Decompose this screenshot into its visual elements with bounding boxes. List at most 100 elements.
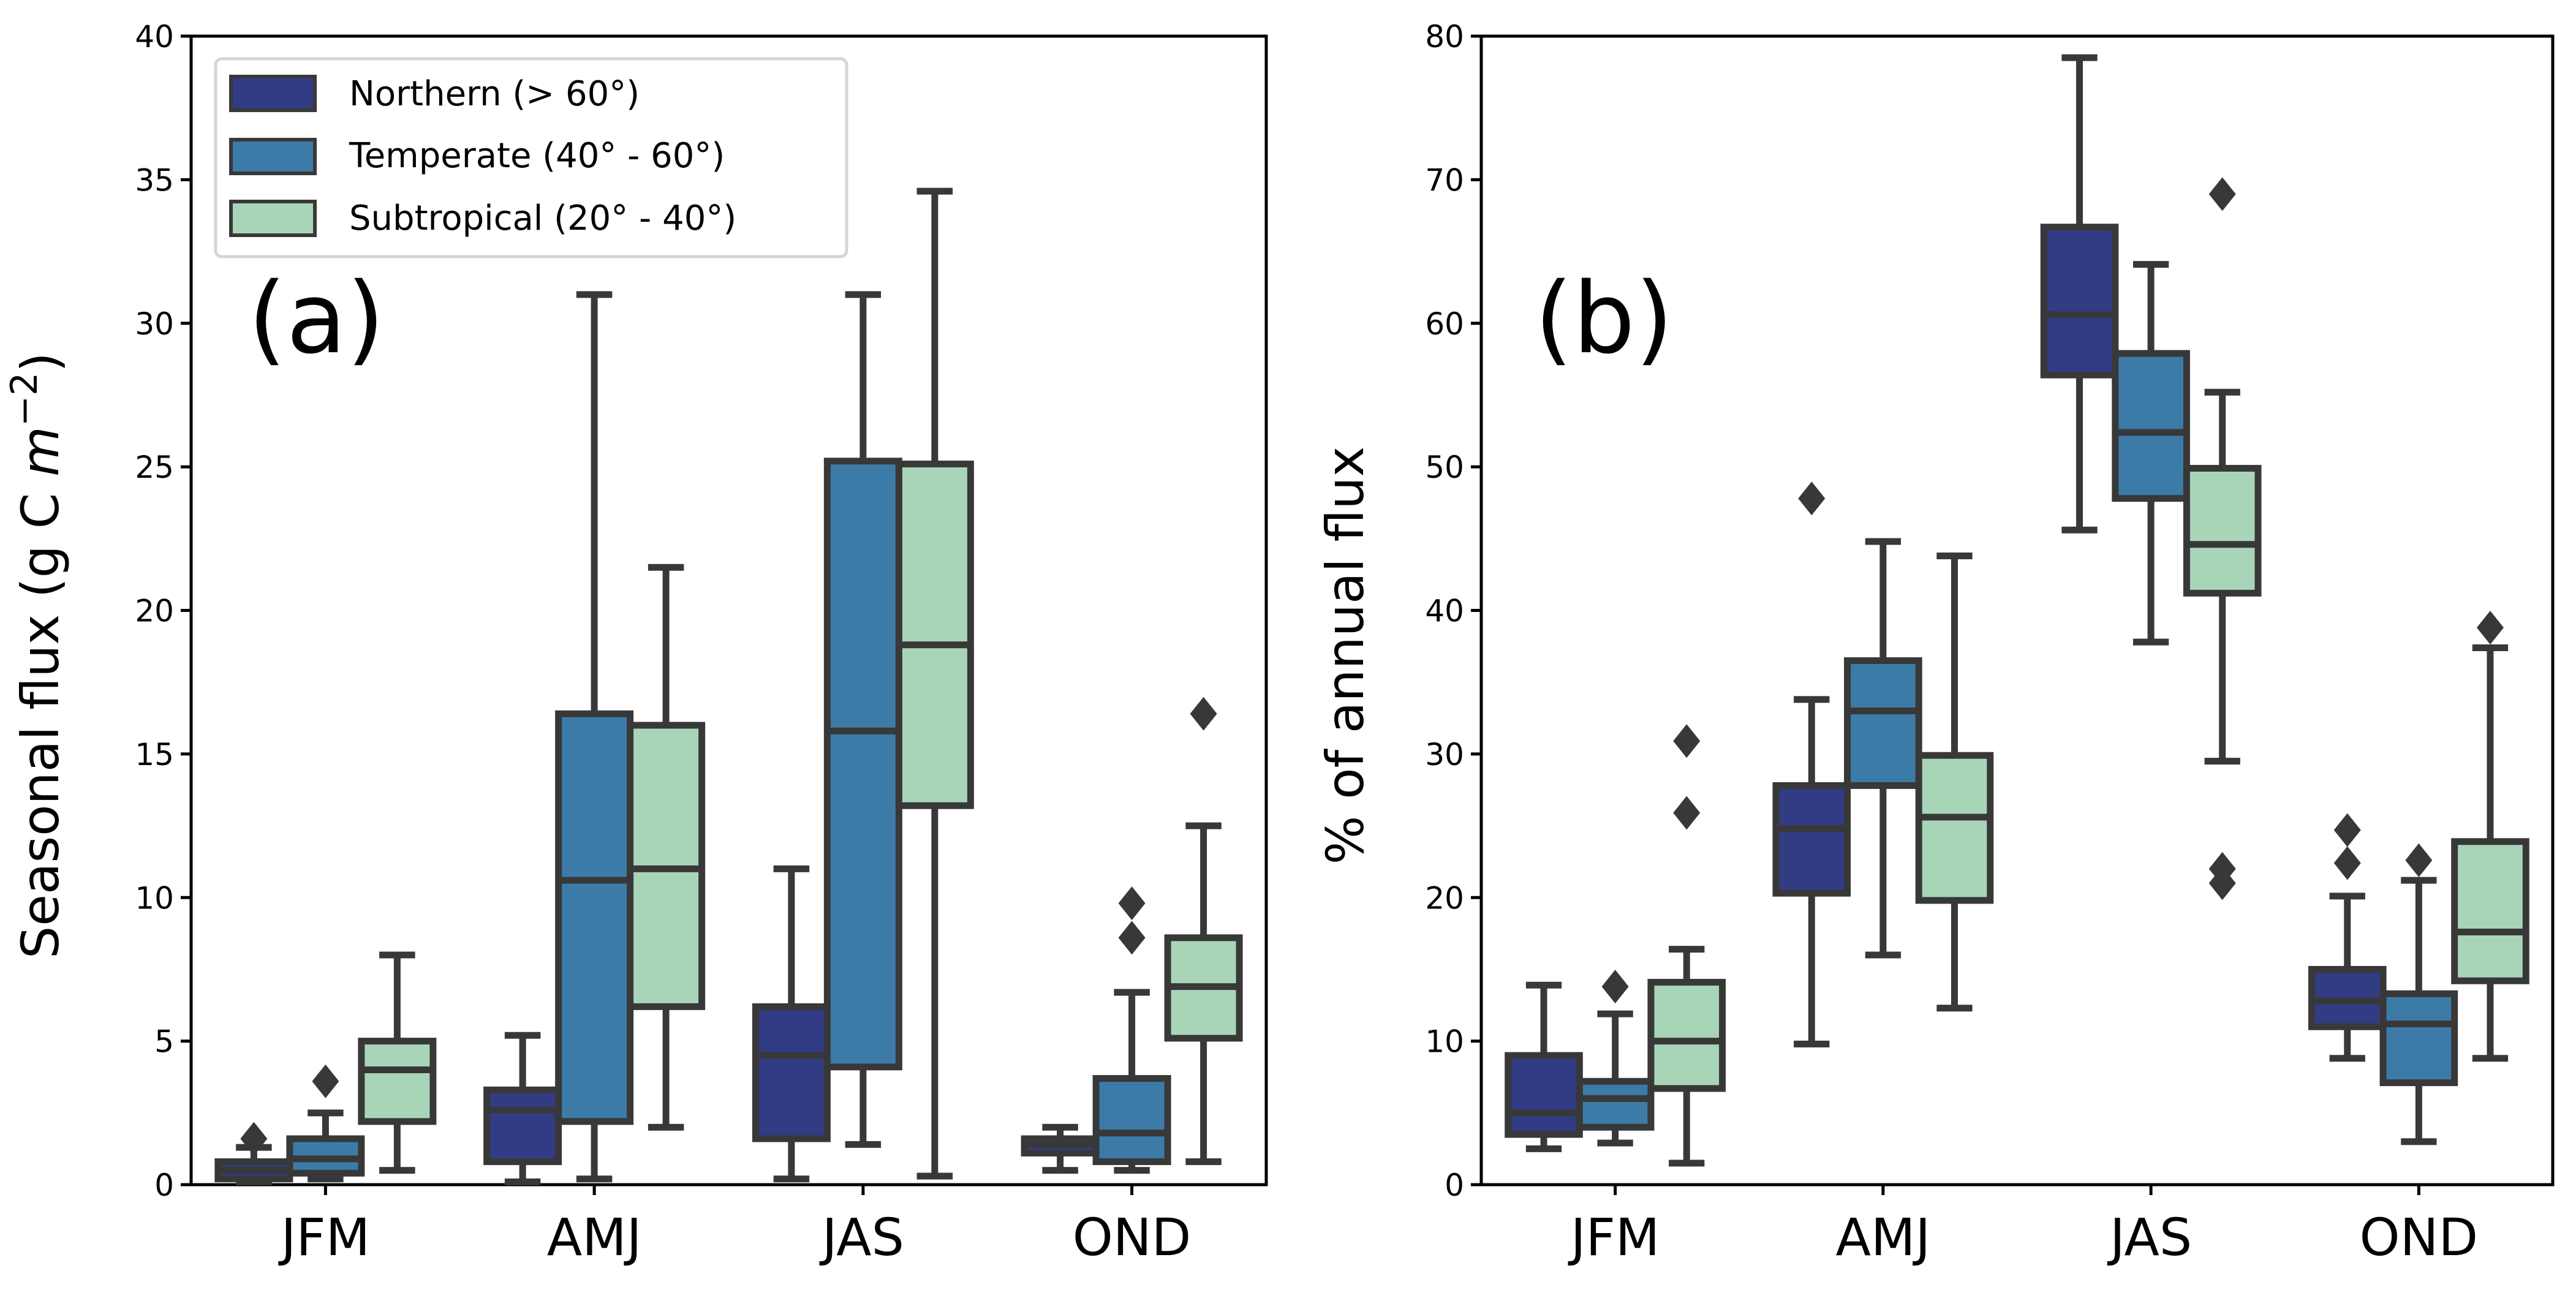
outlier-point [312, 1064, 339, 1098]
box-iqr [1092, 1075, 1171, 1165]
outlier-point [1190, 696, 1217, 731]
outlier-point [240, 1122, 268, 1156]
panel-b-plot-area: 0 10 20 30 40 50 60 70 80 JFM AMJ JAS OND [1425, 19, 2555, 1267]
x-tick-label-jas: JAS [819, 1207, 904, 1267]
box-b-ond-series1 [2379, 843, 2458, 1145]
outlier-point [1673, 724, 1701, 758]
legend-swatch-northern [229, 75, 317, 112]
box-iqr [895, 460, 974, 809]
y-tick-label: 10 [1425, 1024, 1464, 1060]
box-iqr [358, 1038, 437, 1125]
box-iqr [1772, 782, 1851, 897]
panel-b: 0 10 20 30 40 50 60 70 80 JFM AMJ JAS OND (b) % of a… [1315, 19, 2555, 1267]
legend-frame [214, 57, 848, 258]
x-tick-label-amj: AMJ [547, 1207, 642, 1267]
y-tick-label: 5 [154, 1024, 174, 1060]
y-tick-label: 15 [135, 737, 174, 772]
outlier-point [1601, 970, 1629, 1004]
box-iqr [2112, 350, 2190, 502]
box-b-amj-series2 [1915, 552, 1994, 1012]
x-tick-label-ond: OND [1073, 1207, 1192, 1267]
outlier-point [2208, 177, 2236, 211]
y-tick-label: 20 [1425, 880, 1464, 916]
legend: Northern (> 60°) Temperate (40° - 60°) S… [214, 57, 848, 258]
outlier-point [2333, 846, 2361, 880]
y-tick-label: 10 [135, 880, 174, 916]
y-tick-label: 0 [1445, 1168, 1464, 1203]
outlier-point [1798, 481, 1826, 516]
box-a-ond-series0 [1021, 1123, 1100, 1174]
box-b-jas-series1 [2112, 261, 2190, 646]
box-a-amj-series2 [627, 564, 706, 1131]
box-b-jas-series2 [2183, 177, 2262, 900]
box-a-jfm-series2 [358, 951, 437, 1174]
box-iqr [1576, 1077, 1655, 1131]
panel-b-ylabel: % of annual flux [1315, 447, 1375, 865]
box-iqr [1505, 1052, 1583, 1138]
box-b-amj-series0 [1772, 481, 1851, 1047]
box-iqr [1915, 752, 1994, 904]
x-tick-label-jfm: JFM [1568, 1207, 1660, 1267]
box-b-jfm-series2 [1647, 724, 1726, 1167]
box-a-jfm-series1 [286, 1064, 365, 1183]
box-iqr [752, 1003, 831, 1142]
box-iqr [2451, 838, 2529, 984]
y-tick-label: 70 [1425, 162, 1464, 198]
panel-a-label: (a) [248, 261, 385, 375]
y-tick-label: 35 [135, 162, 174, 198]
ylabel-close: ) [10, 352, 70, 372]
ylabel-superscript: −2 [3, 372, 46, 426]
y-tick-label: 25 [135, 450, 174, 485]
y-tick-label: 0 [154, 1168, 174, 1203]
y-tick-label: 20 [135, 594, 174, 629]
panel-b-label: (b) [1535, 261, 1673, 375]
x-tick-label-jfm: JFM [278, 1207, 371, 1267]
box-a-amj-series0 [483, 1032, 562, 1185]
legend-swatch-temperate [229, 138, 317, 175]
box-a-amj-series1 [555, 291, 634, 1183]
box-iqr [823, 458, 902, 1071]
y-tick-label: 40 [135, 19, 174, 55]
outlier-point [2333, 813, 2361, 847]
box-iqr [2379, 990, 2458, 1087]
x-tick-label-jas: JAS [2107, 1207, 2192, 1267]
legend-label-temperate: Temperate (40° - 60°) [349, 136, 725, 176]
box-iqr [1647, 979, 1726, 1092]
box-iqr [2183, 464, 2262, 597]
y-tick-label: 30 [135, 306, 174, 342]
box-a-jas-series2 [895, 187, 974, 1180]
box-b-ond-series0 [2308, 813, 2387, 1062]
x-tick-label-amj: AMJ [1836, 1207, 1931, 1267]
box-b-jfm-series1 [1576, 970, 1655, 1147]
outlier-point [1118, 886, 1146, 921]
box-a-ond-series2 [1164, 696, 1243, 1165]
outlier-point [1118, 921, 1146, 955]
box-b-jas-series0 [2040, 54, 2119, 534]
y-tick-label: 60 [1425, 306, 1464, 342]
outlier-point [2405, 843, 2433, 877]
box-a-jfm-series0 [214, 1122, 293, 1185]
box-a-jas-series1 [823, 291, 902, 1148]
box-b-ond-series2 [2451, 611, 2529, 1062]
box-a-ond-series1 [1092, 886, 1171, 1174]
outlier-point [2208, 851, 2236, 886]
box-b-jfm-series0 [1505, 981, 1583, 1152]
x-tick-label-ond: OND [2360, 1207, 2479, 1267]
y-tick-label: 50 [1425, 450, 1464, 485]
y-tick-label: 80 [1425, 19, 1464, 55]
box-iqr [1844, 657, 1922, 789]
panel-a-ylabel: Seasonal flux (g C m−2) [3, 352, 70, 959]
box-iqr [555, 710, 634, 1125]
y-tick-label: 30 [1425, 737, 1464, 772]
y-tick-label: 40 [1425, 594, 1464, 629]
panel-a-plot-area: 0 5 10 15 20 25 30 35 40 JFM AMJ JAS OND [135, 19, 1268, 1267]
legend-label-subtropical: Subtropical (20° - 40°) [349, 198, 736, 238]
legend-label-northern: Northern (> 60°) [349, 74, 640, 114]
outlier-point [2476, 611, 2504, 645]
outlier-point [1673, 796, 1701, 830]
box-iqr [2040, 224, 2119, 379]
ylabel-italic-unit: m [10, 426, 70, 477]
box-b-amj-series1 [1844, 538, 1922, 959]
legend-swatch-subtropical [229, 200, 317, 237]
